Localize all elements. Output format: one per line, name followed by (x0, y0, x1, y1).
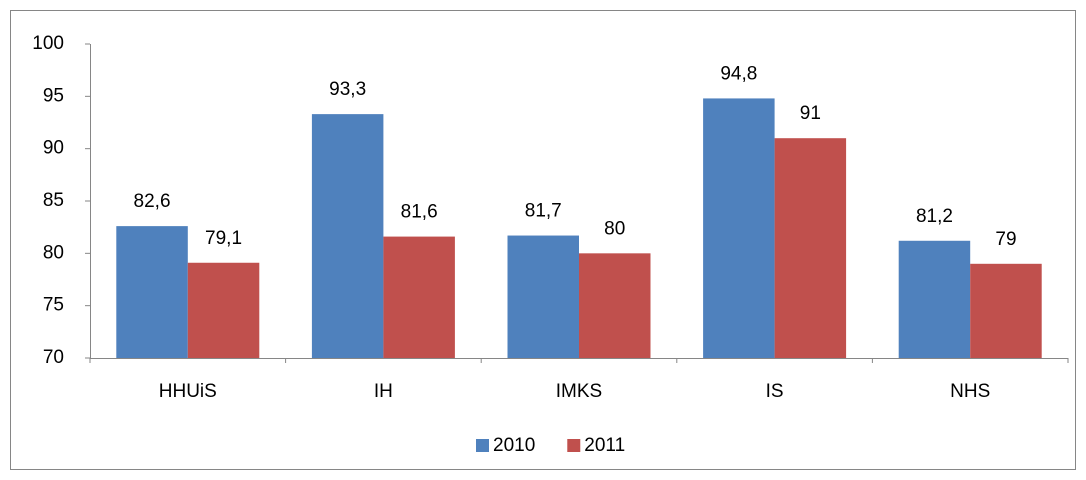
bar (970, 263, 1042, 358)
x-tick-label: IS (766, 381, 784, 402)
value-label: 91 (800, 103, 821, 124)
x-tick-label: NHS (950, 381, 990, 402)
legend-label: 2011 (584, 435, 625, 456)
value-label: 81,7 (525, 201, 562, 222)
x-tick-label: IMKS (556, 381, 602, 402)
legend-swatch (567, 439, 581, 452)
bar (311, 114, 384, 358)
bar (703, 98, 775, 358)
legend-label: 2010 (493, 435, 535, 456)
bar (507, 235, 579, 358)
legend-swatch (476, 439, 489, 452)
value-label: 82,6 (134, 191, 171, 212)
value-label: 93,3 (329, 79, 366, 100)
y-tick-label: 100 (32, 33, 64, 54)
bar (383, 236, 455, 358)
bar (898, 240, 971, 358)
value-label: 94,8 (720, 63, 757, 84)
value-label: 81,6 (401, 202, 438, 223)
y-tick-label: 80 (43, 242, 64, 263)
x-tick-label: IH (374, 381, 393, 402)
y-tick-label: 70 (43, 347, 64, 368)
bar (579, 253, 651, 358)
value-label: 79 (995, 229, 1016, 250)
y-tick-label: 95 (43, 85, 64, 106)
y-tick-label: 90 (43, 138, 64, 159)
x-tick-label: HHUiS (159, 381, 217, 402)
bar (187, 262, 260, 358)
value-label: 80 (604, 218, 625, 239)
y-tick-label: 75 (43, 295, 64, 316)
bar (116, 226, 188, 358)
value-label: 81,2 (916, 206, 953, 227)
bar (774, 138, 847, 358)
value-label: 79,1 (205, 228, 242, 249)
y-tick-label: 85 (43, 190, 64, 211)
